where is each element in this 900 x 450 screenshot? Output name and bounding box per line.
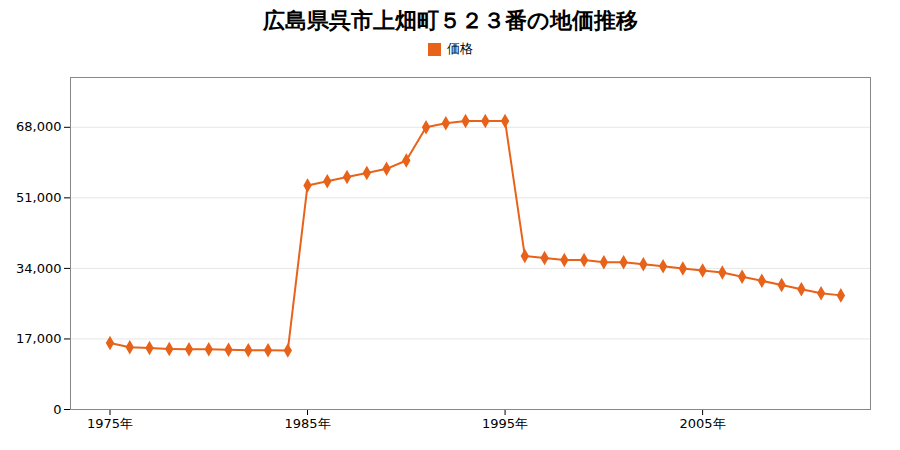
svg-text:51,000: 51,000 [16,190,62,205]
svg-text:17,000: 17,000 [16,331,62,346]
html-text:価格: 価格 [446,41,473,56]
svg-text:1995年: 1995年 [482,416,528,431]
svg-text:1975年: 1975年 [87,416,133,431]
svg-text:2005年: 2005年 [680,416,726,431]
svg-text:1985年: 1985年 [284,416,330,431]
svg-text:0: 0 [53,402,61,417]
html-text:広島県呉市上畑町５２３番の地価推移: 広島県呉市上畑町５２３番の地価推移 [262,8,638,33]
svg-text:34,000: 34,000 [16,261,62,276]
svg-text:68,000: 68,000 [16,119,62,134]
